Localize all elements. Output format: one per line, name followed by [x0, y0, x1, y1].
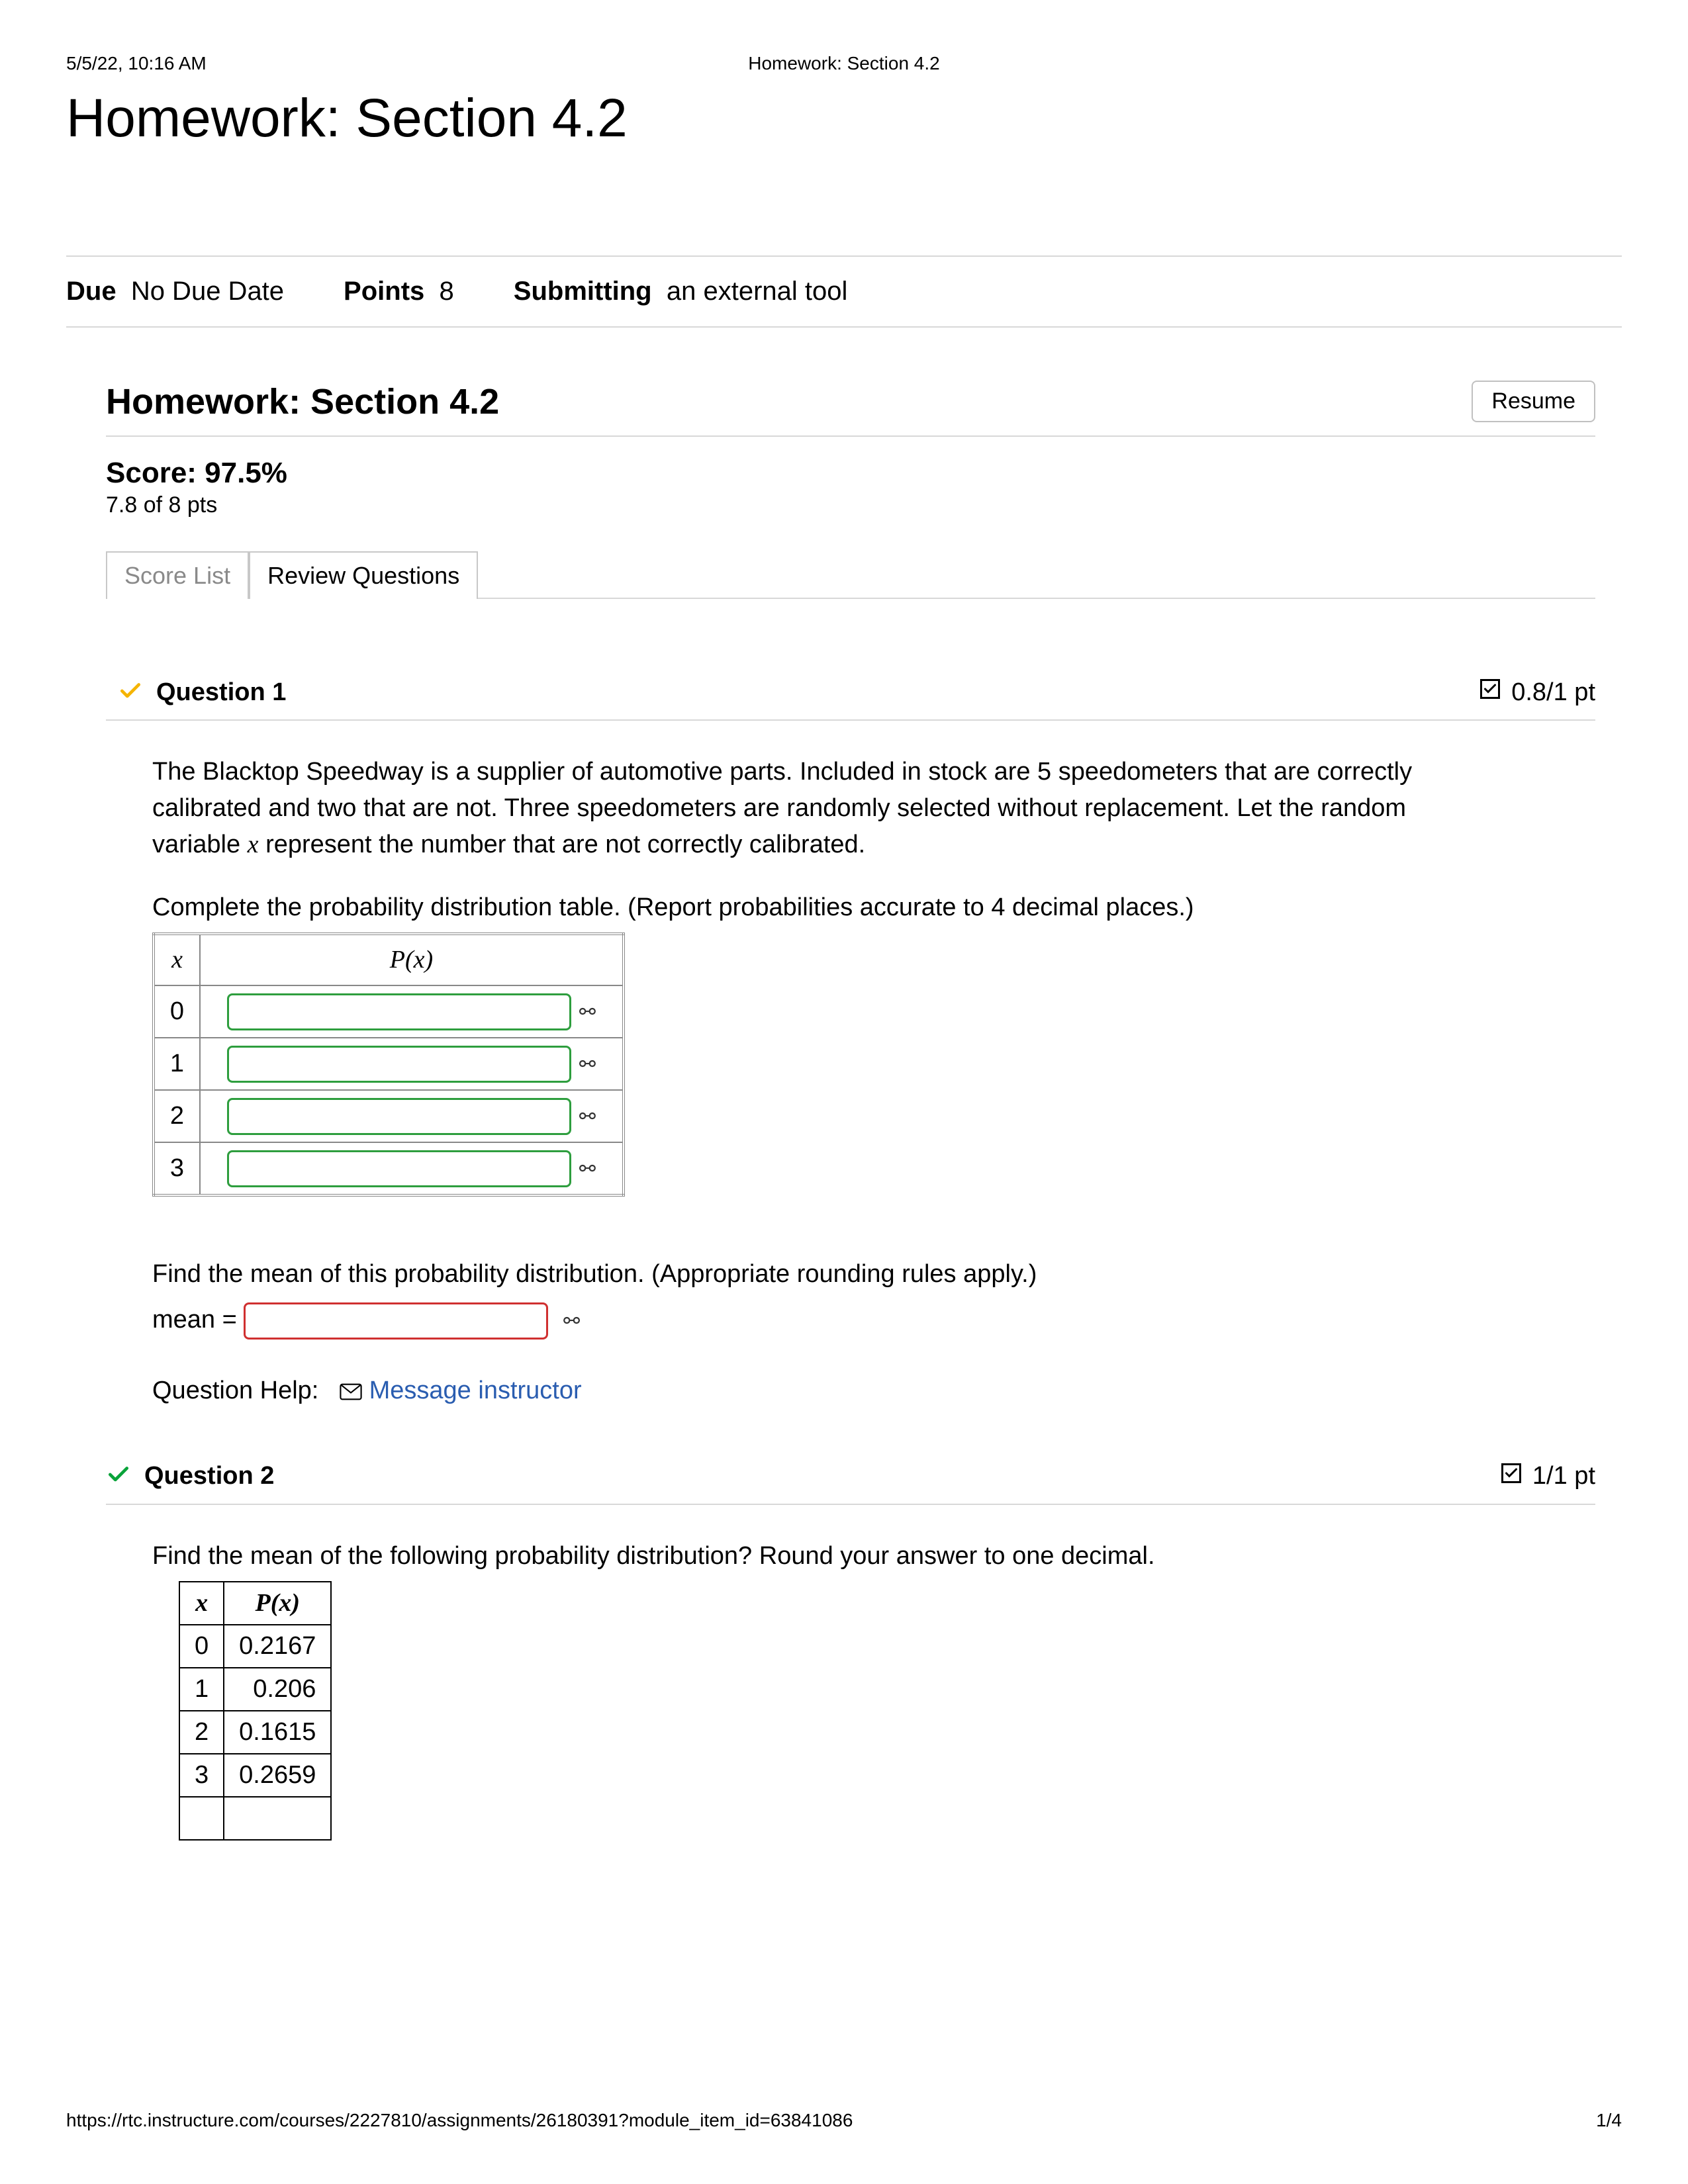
formula-icon[interactable]: ⚯ [579, 998, 596, 1027]
q2-p-0: 0.2167 [224, 1625, 331, 1668]
tab-score-list[interactable]: Score List [106, 551, 249, 599]
q2-x-4 [179, 1797, 224, 1840]
q2-x-2: 2 [179, 1711, 224, 1754]
table-row: 0 ⚯ [154, 985, 624, 1038]
q1-row-x-2: 2 [154, 1090, 200, 1142]
question-2-points: 1/1 pt [1532, 1462, 1595, 1490]
mail-icon [340, 1377, 369, 1404]
retry-icon[interactable] [1499, 1461, 1523, 1492]
q1-answer-2[interactable] [227, 1098, 571, 1135]
q1-text-part2: represent the number that are not correc… [259, 831, 866, 858]
question-1-points: 0.8/1 pt [1511, 678, 1595, 707]
formula-icon[interactable]: ⚯ [579, 1103, 596, 1132]
q1-answer-3[interactable] [227, 1150, 571, 1187]
q1-instruction: Complete the probability distribution ta… [152, 889, 1450, 926]
table-row: 30.2659 [179, 1754, 331, 1797]
q1-variable: x [248, 831, 259, 858]
formula-icon[interactable]: ⚯ [579, 1155, 596, 1184]
q2-col-px: P(x) [255, 1589, 300, 1617]
question-2-body: Find the mean of the following probabili… [106, 1505, 1595, 1841]
table-row: 20.1615 [179, 1711, 331, 1754]
q1-help-label: Question Help: [152, 1377, 318, 1404]
table-row: 00.2167 [179, 1625, 331, 1668]
table-row [179, 1797, 331, 1840]
q1-mean-answer[interactable] [244, 1302, 548, 1340]
assignment-meta: Due No Due Date Points 8 Submitting an e… [66, 255, 1622, 328]
q2-p-2: 0.1615 [224, 1711, 331, 1754]
print-doc-title: Homework: Section 4.2 [748, 53, 939, 74]
full-check-icon [106, 1462, 131, 1490]
q1-row-x-1: 1 [154, 1038, 200, 1090]
question-1-header: Question 1 0.8/1 pt [106, 665, 1595, 721]
table-row: 1 ⚯ [154, 1038, 624, 1090]
question-2-header: Question 2 1/1 pt [106, 1449, 1595, 1505]
q2-p-4 [224, 1797, 331, 1840]
retry-icon[interactable] [1478, 677, 1502, 707]
q2-instruction: Find the mean of the following probabili… [152, 1538, 1450, 1574]
table-row: 2 ⚯ [154, 1090, 624, 1142]
q2-p-3: 0.2659 [224, 1754, 331, 1797]
assignment-title: Homework: Section 4.2 [106, 381, 499, 422]
submitting-value: an external tool [667, 277, 848, 306]
question-2-title: Question 2 [144, 1462, 274, 1490]
table-row: 3 ⚯ [154, 1142, 624, 1195]
page-title: Homework: Section 4.2 [66, 87, 1622, 150]
q1-col-px: P(x) [390, 946, 433, 974]
print-timestamp: 5/5/22, 10:16 AM [66, 53, 207, 74]
q1-mean-label: mean = [152, 1306, 237, 1334]
due-value: No Due Date [131, 277, 284, 306]
points-label: Points [344, 277, 424, 306]
question-1-title: Question 1 [156, 678, 286, 707]
score-subtext: 7.8 of 8 pts [106, 492, 1595, 518]
q2-distribution-table: x P(x) 00.2167 10.206 20.1615 30.2659 [179, 1581, 332, 1841]
tab-review-questions[interactable]: Review Questions [249, 551, 478, 599]
q1-col-x: x [171, 946, 183, 974]
q2-col-x: x [195, 1589, 208, 1617]
points-value: 8 [440, 277, 454, 306]
q1-row-x-0: 0 [154, 985, 200, 1038]
formula-icon[interactable]: ⚯ [563, 1307, 580, 1336]
table-row: 10.206 [179, 1668, 331, 1711]
resume-button[interactable]: Resume [1472, 381, 1595, 422]
print-url: https://rtc.instructure.com/courses/2227… [66, 2110, 853, 2131]
submitting-label: Submitting [514, 277, 652, 306]
q2-x-1: 1 [179, 1668, 224, 1711]
q2-x-3: 3 [179, 1754, 224, 1797]
question-1-body: The Blacktop Speedway is a supplier of a… [106, 721, 1595, 1410]
score-label: Score: 97.5% [106, 457, 1595, 490]
q2-x-0: 0 [179, 1625, 224, 1668]
q1-mean-instruction: Find the mean of this probability distri… [152, 1256, 1450, 1293]
q1-row-x-3: 3 [154, 1142, 200, 1195]
q2-p-1: 0.206 [224, 1668, 331, 1711]
message-instructor-link[interactable]: Message instructor [369, 1377, 582, 1404]
due-label: Due [66, 277, 117, 306]
q1-answer-0[interactable] [227, 993, 571, 1030]
q1-distribution-table: x P(x) 0 ⚯ 1 ⚯ 2 ⚯ 3 ⚯ [152, 933, 625, 1197]
partial-check-icon [118, 678, 143, 707]
print-page-number: 1/4 [1596, 2110, 1622, 2131]
formula-icon[interactable]: ⚯ [579, 1050, 596, 1079]
q1-answer-1[interactable] [227, 1046, 571, 1083]
tab-row: Score List Review Questions [106, 551, 1595, 599]
